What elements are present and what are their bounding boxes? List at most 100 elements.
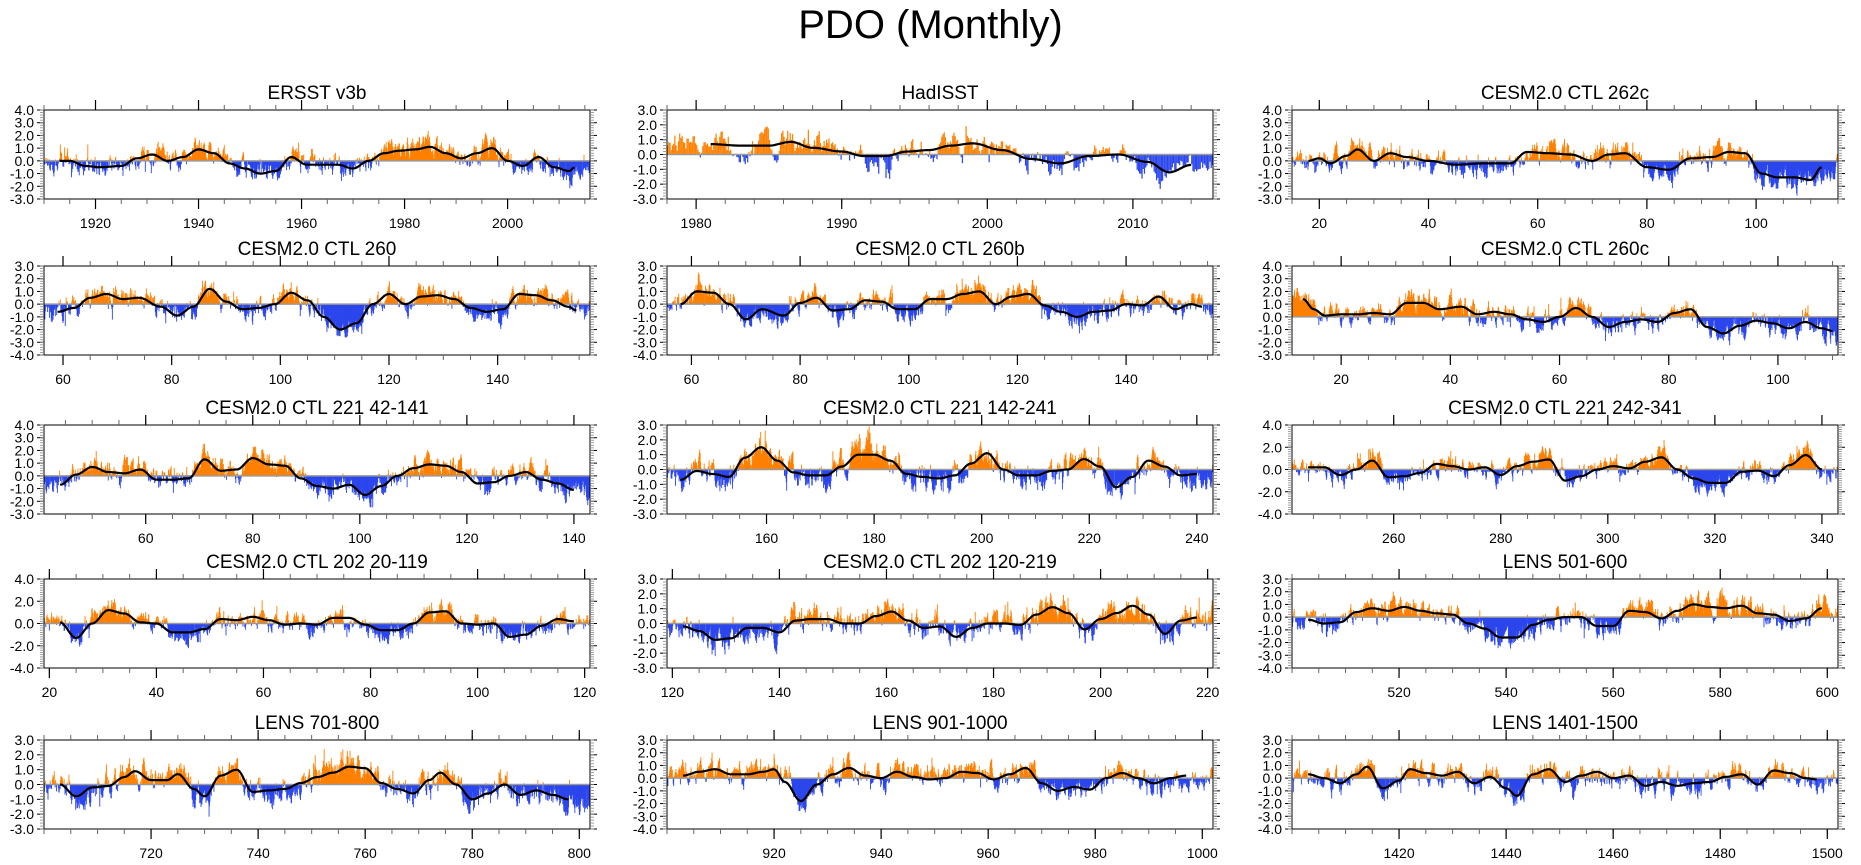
positive-bar [770,149,771,155]
positive-bar [816,136,817,154]
negative-bar [1056,155,1057,170]
x-tick-label: 40 [1421,215,1437,231]
positive-bar [689,142,690,154]
positive-bar [427,297,428,305]
positive-bar [317,298,318,304]
positive-bar [832,142,833,154]
negative-bar [1206,155,1207,169]
positive-bar [766,127,767,155]
negative-bar [1144,155,1145,174]
negative-bar [1408,161,1409,166]
negative-bar [962,155,963,164]
positive-bar [511,154,512,161]
positive-bar [939,144,940,154]
positive-bar [706,145,707,155]
y-tick-label: -1.0 [633,161,657,177]
negative-bar [1138,155,1139,172]
positive-bar [957,140,958,155]
negative-bar [1175,155,1176,171]
negative-bar [1579,161,1580,167]
x-tick-label: 1920 [80,215,111,231]
y-tick-label: -2.0 [633,176,657,192]
negative-bar [177,304,178,309]
y-tick-label: -3.0 [633,191,657,207]
y-tick-label: -3.0 [10,191,34,207]
negative-bar [1198,155,1199,170]
negative-bar [1076,155,1077,168]
positive-bar [226,297,227,304]
y-tick-label: 0.0 [638,147,658,163]
positive-bar [809,144,810,154]
negative-bar [1200,155,1201,169]
positive-bar [679,134,680,155]
x-tick-label: 2000 [972,215,1003,231]
positive-bar [672,145,673,154]
negative-bar [1194,155,1195,172]
positive-bar [786,139,787,155]
negative-bar [776,155,777,163]
positive-bar [66,298,67,305]
positive-bar [76,154,77,160]
positive-bar [1122,145,1123,155]
negative-bar [1043,155,1044,160]
negative-bar [355,161,356,167]
negative-bar [1407,161,1408,167]
negative-bar [1166,155,1167,178]
negative-bar [543,161,544,171]
negative-bar [515,304,516,309]
positive-bar [162,299,163,304]
positive-bar [974,148,975,154]
negative-bar [745,155,746,165]
positive-bar [703,142,704,154]
negative-bar [1080,155,1081,164]
negative-bar [1026,155,1027,171]
positive-bar [1107,149,1108,154]
positive-bar [691,143,692,155]
positive-bar [1300,150,1301,161]
positive-bar [314,154,315,160]
negative-bar [287,161,288,167]
negative-bar [1162,155,1163,181]
negative-bar [1172,155,1173,168]
positive-bar [905,145,906,155]
positive-bar [1681,155,1682,160]
positive-bar [714,138,715,155]
negative-bar [470,161,471,166]
negative-bar [499,161,500,167]
positive-bar [941,137,942,155]
x-tick-label: 80 [164,371,180,387]
positive-bar [760,132,761,154]
negative-bar [1163,155,1164,172]
positive-bar [944,132,945,154]
positive-bar [828,139,829,155]
negative-bar [1183,155,1184,168]
negative-bar [137,161,138,167]
positive-bar [312,154,313,161]
positive-bar [695,143,696,154]
positive-bar [1509,155,1510,161]
positive-bar [233,292,234,305]
negative-bar [1164,155,1165,177]
negative-bar [1053,155,1054,161]
positive-bar [1094,145,1095,154]
x-tick-label: 60 [55,371,71,387]
negative-bar [550,161,551,177]
positive-bar [825,295,826,305]
positive-bar [711,144,712,154]
positive-bar [1095,148,1096,154]
positive-bar [987,148,988,155]
positive-bar [444,154,445,161]
negative-bar [672,304,673,310]
positive-bar [107,297,108,304]
negative-bar [1420,161,1421,169]
negative-bar [1347,161,1348,169]
positive-bar [702,146,703,154]
positive-bar [790,133,791,155]
positive-bar [705,142,706,154]
positive-bar [1103,147,1104,155]
negative-bar [1487,161,1488,169]
negative-bar [1075,155,1076,168]
positive-bar [110,155,111,161]
positive-bar [817,135,818,155]
